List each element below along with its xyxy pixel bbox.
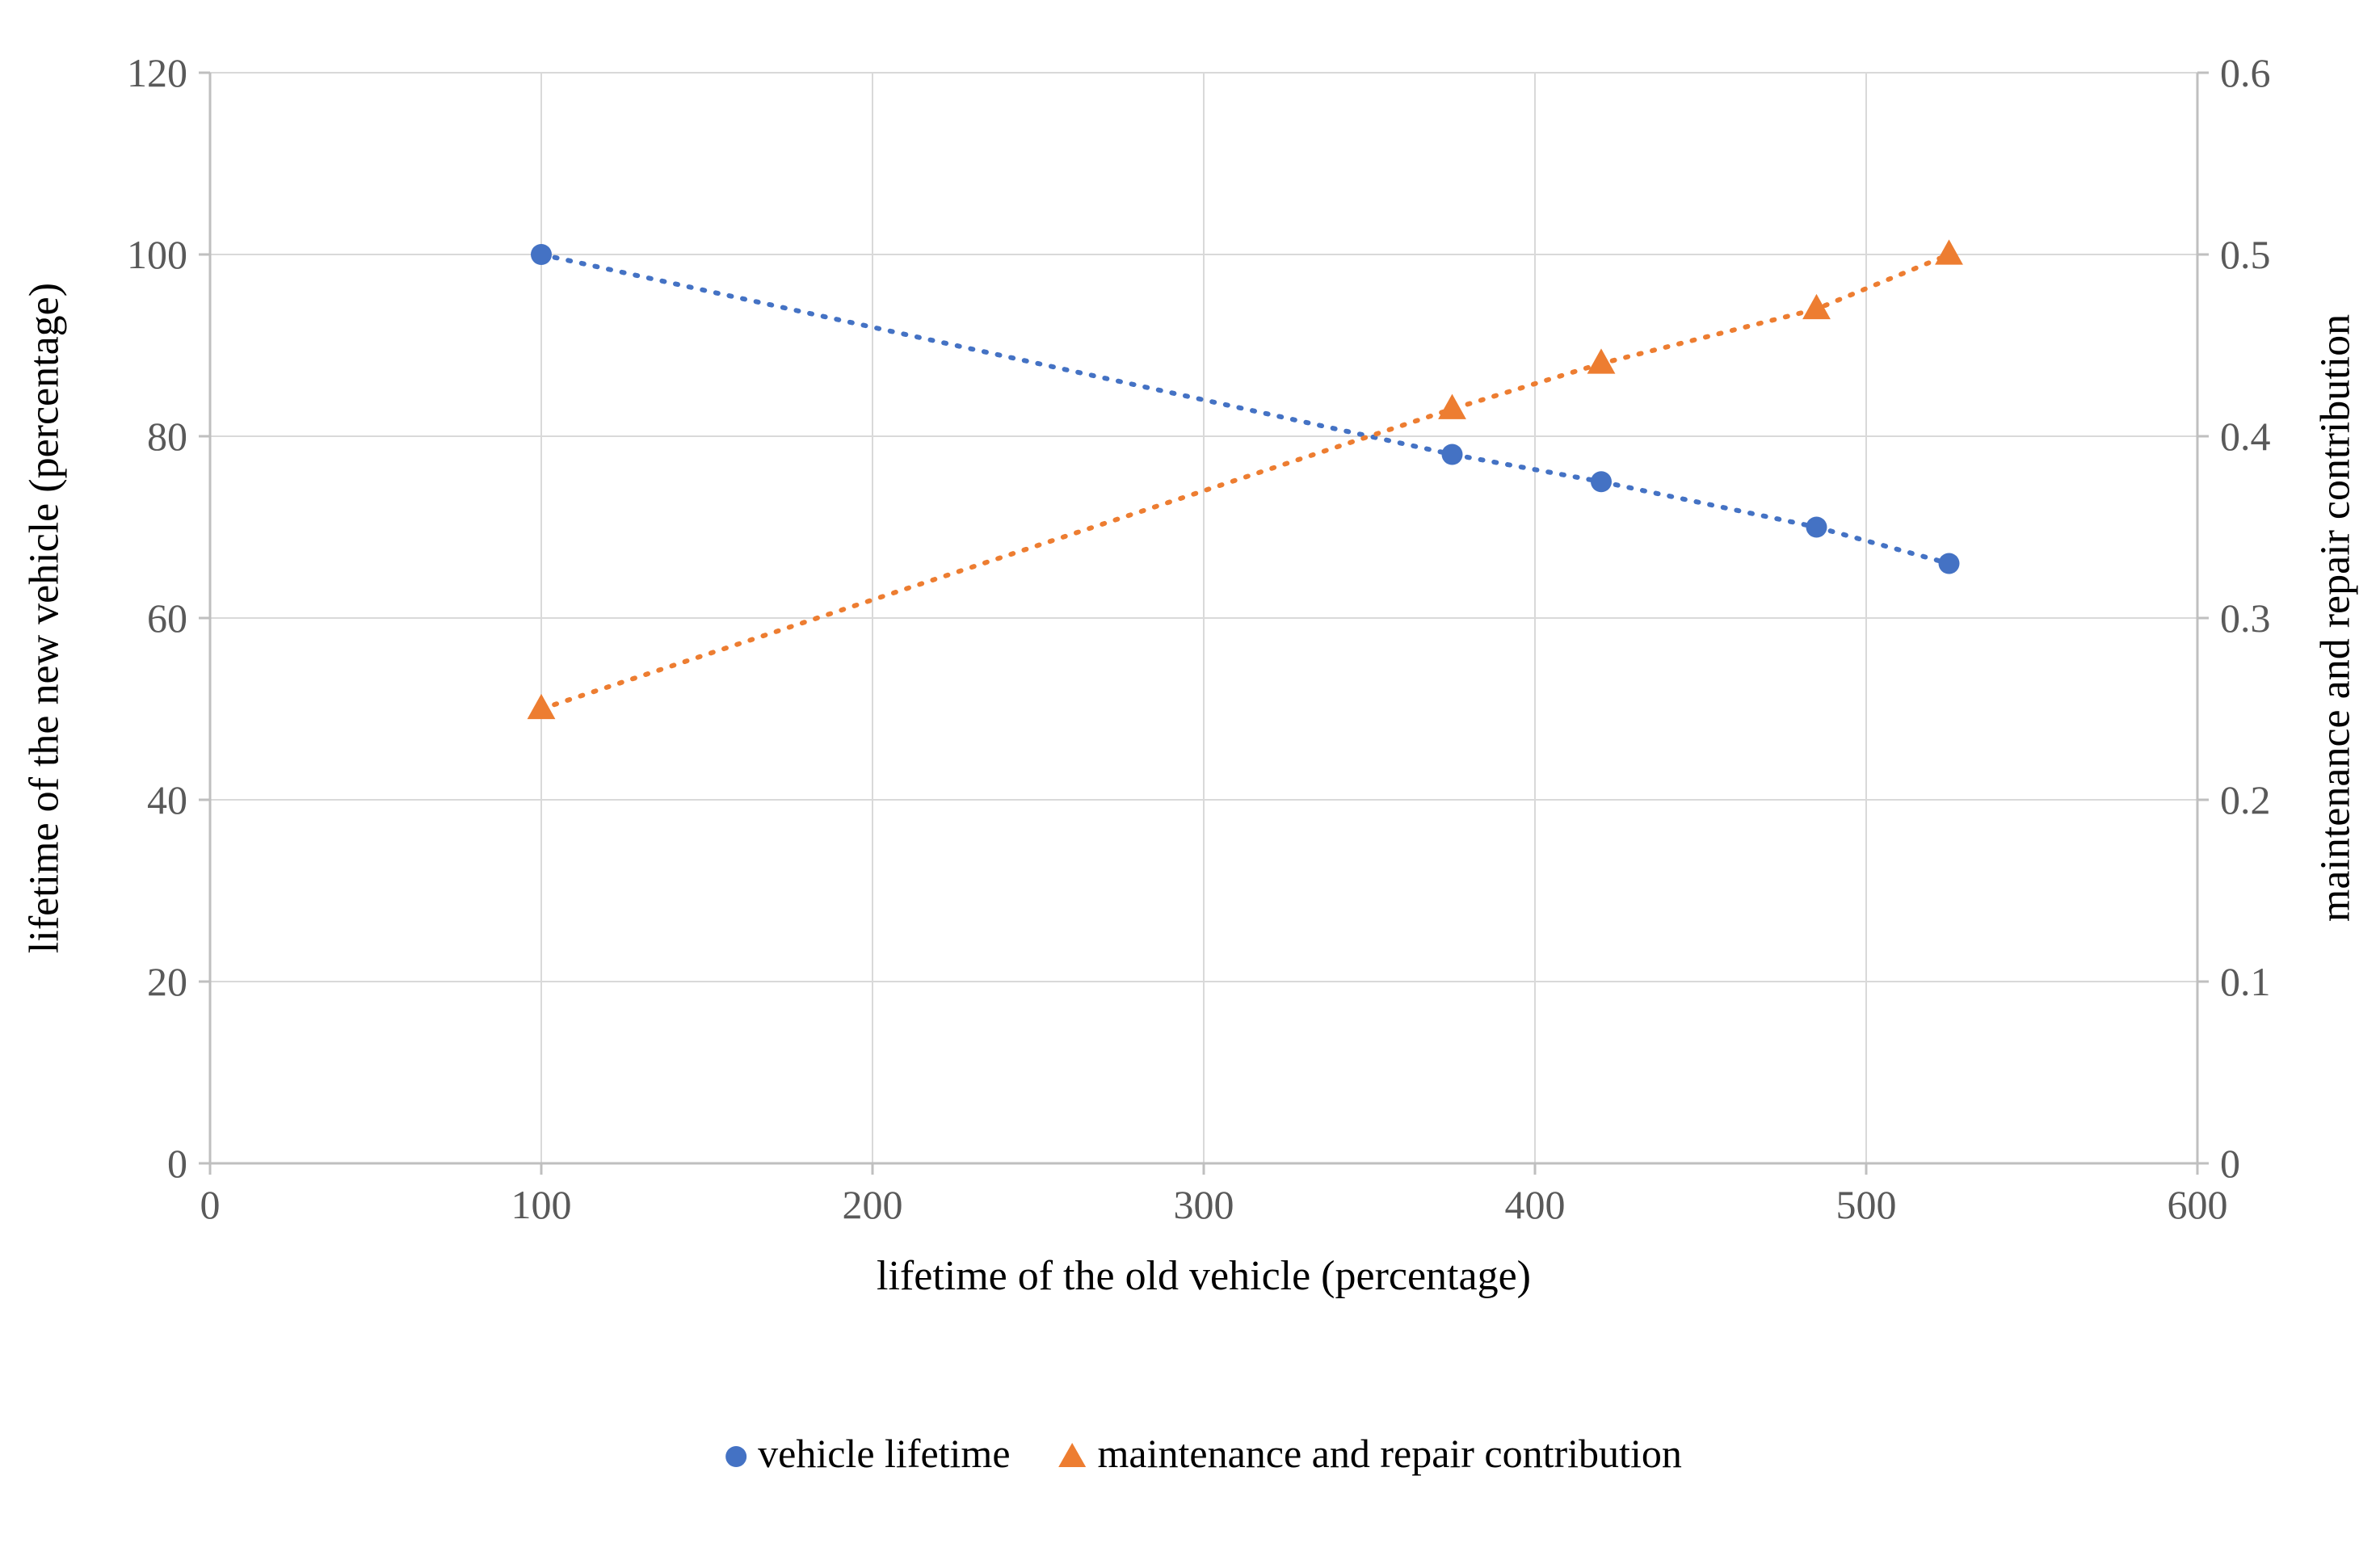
data-point xyxy=(528,694,556,719)
y-right-tick-label: 0 xyxy=(2220,1140,2240,1187)
data-point xyxy=(1442,444,1463,465)
y-right-tick-label: 0.6 xyxy=(2220,49,2271,96)
x-tick-label: 100 xyxy=(511,1181,572,1228)
legend-label: maintenance and repair contribution xyxy=(1098,1430,1682,1477)
chart-svg xyxy=(0,16,2380,1544)
y-left-tick-label: 0 xyxy=(167,1140,187,1187)
y-left-tick-label: 40 xyxy=(147,776,187,823)
y-left-tick-label: 60 xyxy=(147,595,187,641)
series-line-vehicle-lifetime xyxy=(541,254,1949,564)
data-point xyxy=(531,244,552,265)
y-right-tick-label: 0.3 xyxy=(2220,595,2271,641)
data-point xyxy=(1939,553,1960,574)
y-right-tick-label: 0.2 xyxy=(2220,776,2271,823)
x-tick-label: 500 xyxy=(1836,1181,1897,1228)
x-axis-label: lifetime of the old vehicle (percentage) xyxy=(877,1252,1531,1300)
y-left-tick-label: 80 xyxy=(147,413,187,460)
legend-item: vehicle lifetime xyxy=(725,1430,1010,1477)
legend: vehicle lifetime maintenance and repair c… xyxy=(725,1430,1682,1477)
series-line-maintenance-and-repair-contribution xyxy=(541,254,1949,709)
x-tick-label: 300 xyxy=(1174,1181,1234,1228)
y-right-tick-label: 0.5 xyxy=(2220,231,2271,278)
y-left-axis-label: lifetime of the new vehicle (percentage) xyxy=(21,283,69,953)
x-tick-label: 600 xyxy=(2168,1181,2228,1228)
circle-marker-icon xyxy=(725,1430,746,1477)
x-tick-label: 200 xyxy=(843,1181,903,1228)
legend-item: maintenance and repair contribution xyxy=(1059,1430,1682,1477)
data-point xyxy=(1806,517,1827,538)
x-tick-label: 400 xyxy=(1505,1181,1566,1228)
data-point xyxy=(1935,239,1963,264)
y-left-tick-label: 20 xyxy=(147,958,187,1005)
chart-container: 010020030040050060002040608010012000.10.… xyxy=(0,16,2380,1544)
y-right-tick-label: 0.4 xyxy=(2220,413,2271,460)
x-tick-label: 0 xyxy=(200,1181,221,1228)
data-point xyxy=(1591,471,1612,492)
y-left-tick-label: 120 xyxy=(127,49,187,96)
triangle-marker-icon xyxy=(1059,1430,1087,1477)
data-point xyxy=(1438,394,1466,419)
y-left-tick-label: 100 xyxy=(127,231,187,278)
y-right-tick-label: 0.1 xyxy=(2220,958,2271,1005)
legend-label: vehicle lifetime xyxy=(758,1430,1010,1477)
y-right-axis-label: maintenance and repair contribution xyxy=(2312,314,2360,922)
